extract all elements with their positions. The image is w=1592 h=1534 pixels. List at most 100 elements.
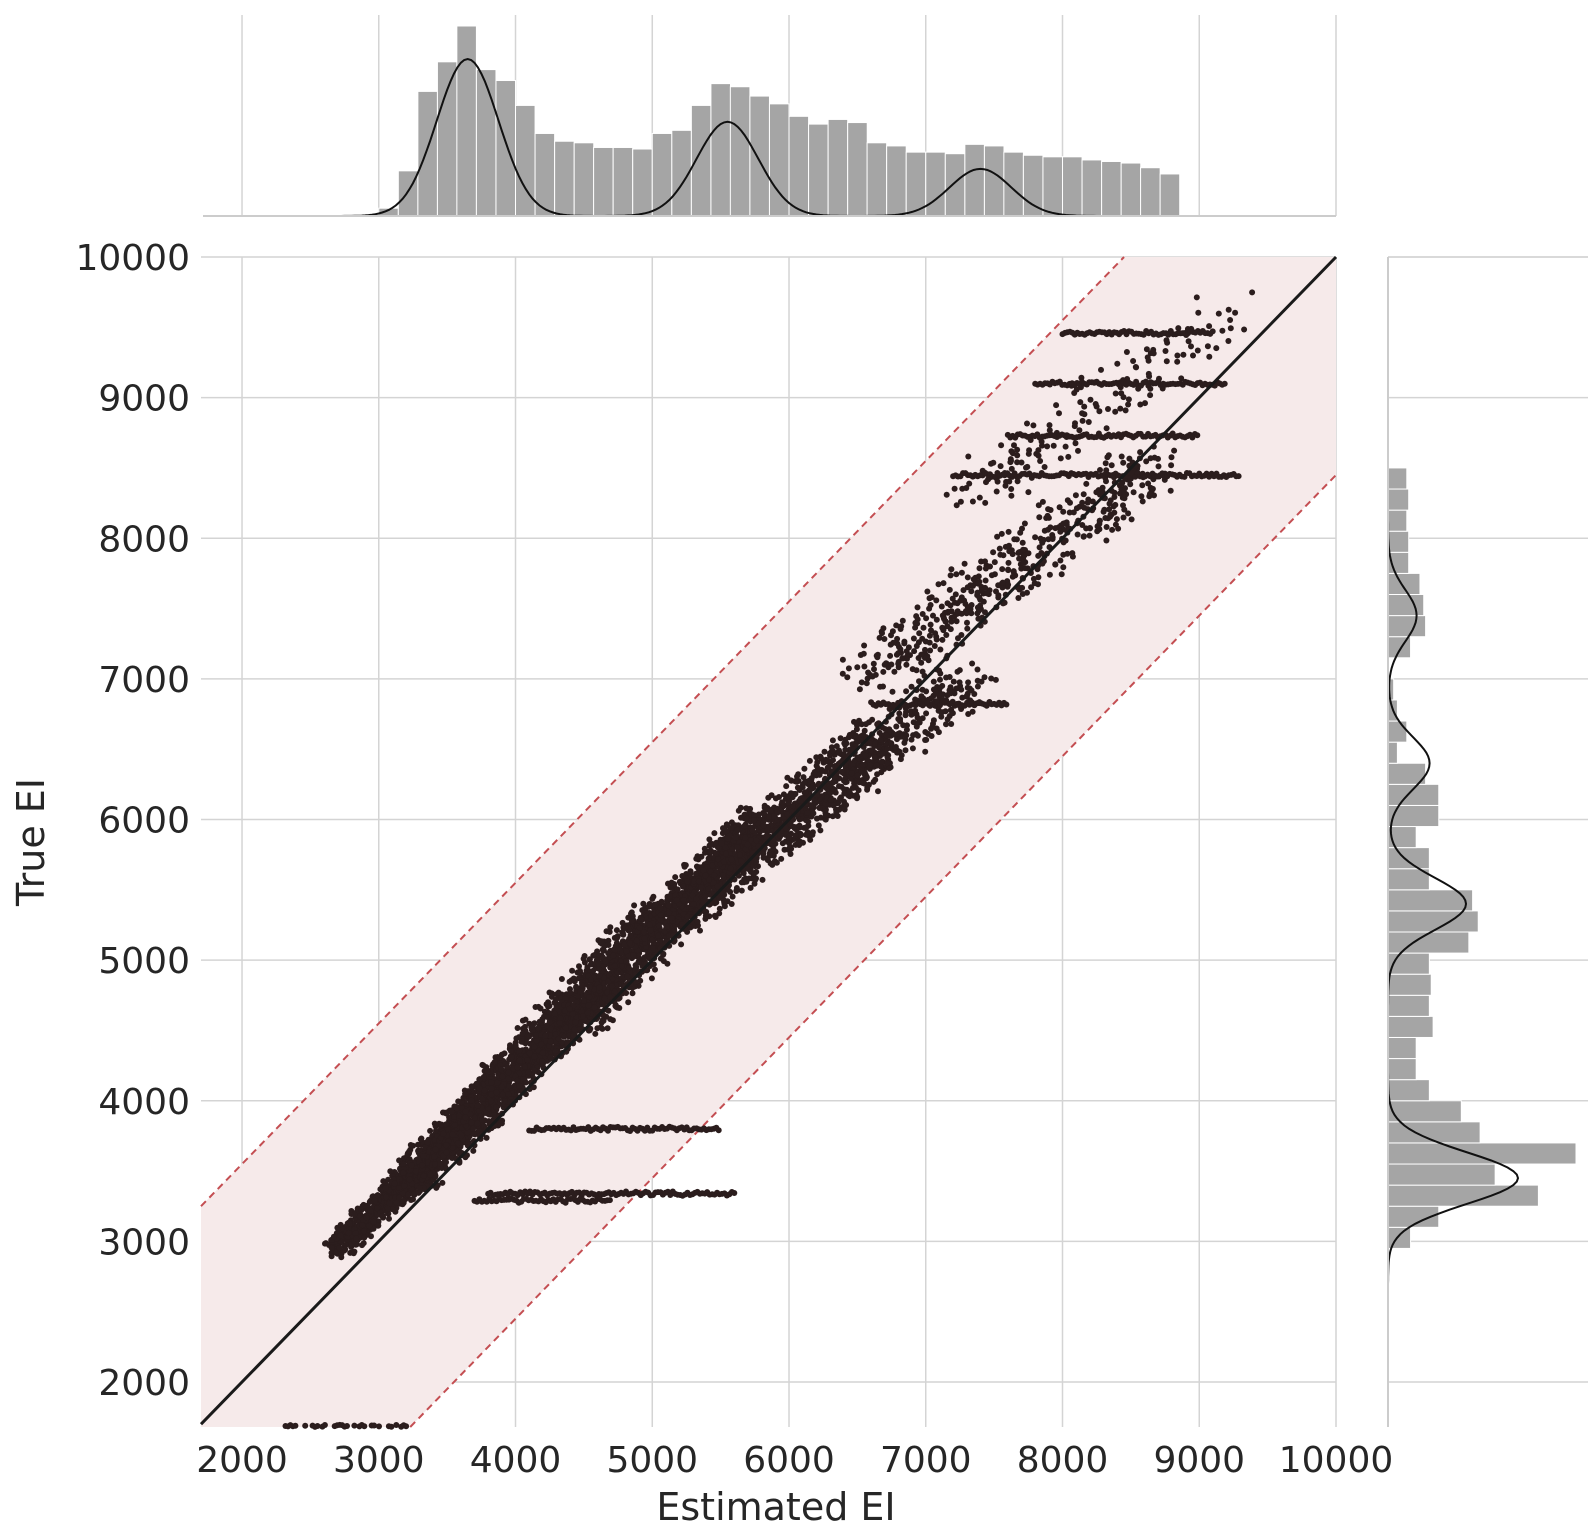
scatter-point bbox=[406, 1176, 413, 1183]
scatter-point bbox=[611, 963, 618, 969]
scatter-point bbox=[854, 772, 861, 779]
scatter-point bbox=[351, 1211, 358, 1218]
scatter-point bbox=[892, 744, 899, 750]
scatter-point bbox=[400, 1160, 407, 1167]
scatter-point bbox=[531, 1067, 538, 1074]
scatter-point bbox=[852, 732, 859, 739]
scatter-point bbox=[694, 918, 701, 925]
scatter-point bbox=[569, 967, 576, 974]
scatter-point bbox=[811, 798, 818, 805]
scatter-point bbox=[895, 730, 902, 737]
scatter-point bbox=[622, 925, 629, 931]
scatter-point bbox=[389, 1206, 396, 1213]
scatter-point bbox=[715, 856, 722, 863]
scatter-point bbox=[438, 1121, 445, 1128]
scatter-point bbox=[555, 989, 562, 996]
scatter-point bbox=[641, 954, 648, 961]
scatter-point bbox=[753, 858, 760, 865]
scatter-point bbox=[700, 867, 707, 874]
scatter-point bbox=[443, 1159, 449, 1166]
scatter-point bbox=[948, 721, 955, 727]
scatter-point bbox=[570, 975, 577, 982]
scatter-point bbox=[786, 840, 792, 846]
scatter-point bbox=[416, 1185, 423, 1191]
scatter-point bbox=[646, 921, 653, 928]
scatter-point bbox=[915, 720, 922, 727]
scatter-point bbox=[539, 1058, 546, 1065]
scatter-point bbox=[958, 686, 965, 693]
scatter-point bbox=[400, 1169, 407, 1176]
scatter-point bbox=[874, 771, 881, 778]
scatter-point bbox=[591, 1004, 598, 1011]
scatter-point bbox=[974, 683, 981, 690]
scatter-point bbox=[370, 1218, 377, 1225]
scatter-point bbox=[837, 795, 843, 802]
scatter-point bbox=[875, 788, 881, 795]
scatter-point bbox=[420, 1172, 427, 1179]
scatter-point bbox=[488, 1079, 495, 1086]
scatter-point bbox=[451, 1122, 458, 1128]
scatter-point bbox=[769, 861, 776, 868]
scatter-point bbox=[561, 1033, 568, 1040]
scatter-point bbox=[571, 1026, 578, 1033]
lower-bound-line bbox=[409, 474, 1337, 1428]
scatter-point bbox=[531, 1043, 538, 1050]
scatter-point bbox=[419, 1162, 426, 1169]
scatter-point bbox=[627, 932, 634, 939]
scatter-point bbox=[619, 919, 626, 926]
scatter-point bbox=[923, 736, 930, 743]
scatter-point bbox=[747, 884, 754, 891]
scatter-point bbox=[342, 1242, 349, 1249]
scatter-point bbox=[682, 862, 689, 869]
scatter-point bbox=[470, 1130, 477, 1137]
scatter-point bbox=[544, 1014, 551, 1020]
scatter-point bbox=[649, 895, 656, 902]
scatter-point bbox=[804, 809, 811, 816]
scatter-point bbox=[785, 799, 792, 806]
scatter-point bbox=[896, 710, 903, 717]
scatter-point bbox=[716, 905, 723, 912]
scatter-point bbox=[794, 773, 800, 780]
scatter-point bbox=[558, 976, 565, 982]
scatter-point bbox=[631, 902, 638, 909]
scatter-point bbox=[825, 757, 831, 764]
scatter-point bbox=[721, 899, 728, 906]
scatter-point bbox=[657, 917, 664, 923]
scatter-point bbox=[923, 688, 930, 695]
scatter-point bbox=[592, 1030, 599, 1037]
scatter-point bbox=[526, 1050, 533, 1057]
scatter-point bbox=[405, 1191, 412, 1198]
scatter-point bbox=[741, 823, 748, 830]
scatter-point bbox=[462, 1114, 469, 1121]
scatter-point bbox=[854, 793, 861, 800]
scatter-point bbox=[843, 740, 850, 747]
scatter-point bbox=[539, 1050, 546, 1056]
scatter-point bbox=[937, 676, 943, 683]
scatter-point bbox=[471, 1114, 478, 1121]
scatter-point bbox=[930, 717, 937, 724]
scatter-point bbox=[862, 721, 869, 728]
scatter-point bbox=[602, 958, 609, 965]
scatter-point bbox=[666, 909, 673, 916]
scatter-point bbox=[697, 927, 703, 934]
scatter-point bbox=[448, 1108, 455, 1115]
upper-bound-line bbox=[200, 256, 1125, 1207]
scatter-point bbox=[766, 852, 773, 858]
scatter-point bbox=[760, 822, 767, 829]
scatter-point bbox=[443, 1121, 450, 1128]
scatter-point bbox=[922, 748, 929, 755]
scatter-point bbox=[753, 837, 760, 844]
scatter-point bbox=[638, 915, 645, 922]
scatter-point bbox=[735, 807, 742, 814]
scatter-point bbox=[588, 976, 594, 983]
scatter-point bbox=[930, 678, 937, 685]
scatter-point bbox=[553, 996, 559, 1003]
scatter-point bbox=[368, 1233, 374, 1240]
scatter-point bbox=[449, 1144, 456, 1151]
scatter-point bbox=[508, 1048, 514, 1054]
scatter-point bbox=[818, 755, 825, 762]
scatter-point bbox=[641, 929, 648, 936]
scatter-point bbox=[690, 901, 697, 908]
scatter-point bbox=[367, 1207, 374, 1214]
scatter-point bbox=[878, 758, 885, 765]
